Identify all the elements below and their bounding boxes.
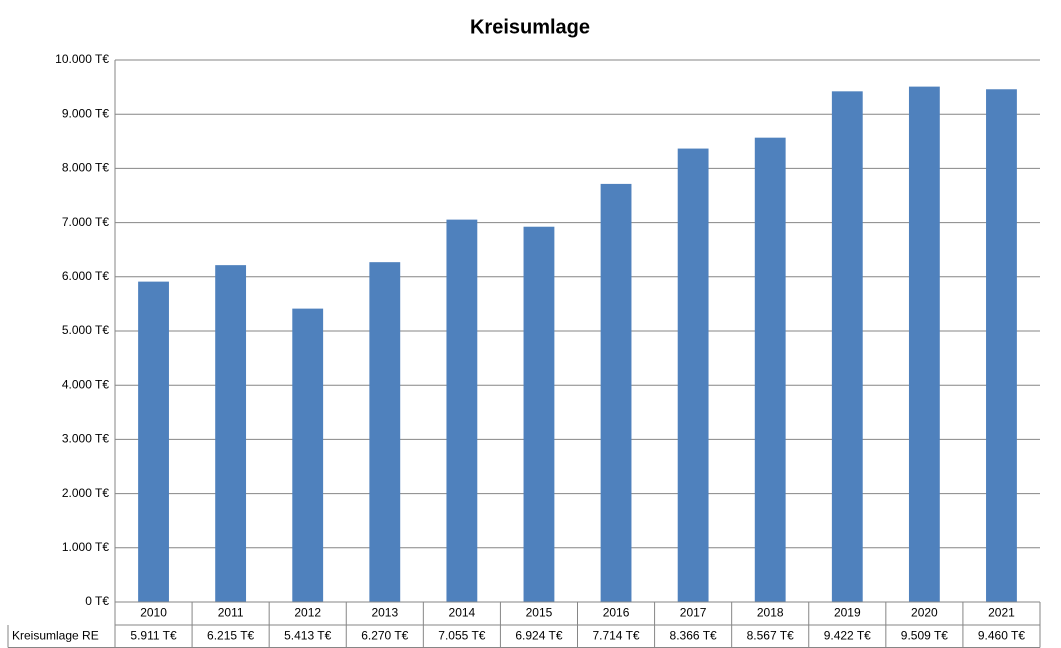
bar — [831, 91, 863, 602]
x-tick-label: 2011 — [218, 606, 244, 620]
y-tick-label: 5.000 T€ — [62, 323, 109, 337]
data-label: 8.366 T€ — [670, 629, 717, 643]
data-label: 5.413 T€ — [284, 629, 331, 643]
data-label: 6.270 T€ — [361, 629, 408, 643]
data-label: 7.714 T€ — [592, 629, 639, 643]
y-tick-label: 6.000 T€ — [62, 269, 109, 283]
data-label: 9.422 T€ — [824, 629, 871, 643]
x-tick-label: 2010 — [140, 606, 167, 620]
x-tick-label: 2012 — [294, 606, 321, 620]
x-tick-label: 2019 — [834, 606, 861, 620]
y-tick-label: 4.000 T€ — [62, 377, 109, 391]
y-tick-label: 2.000 T€ — [62, 486, 109, 500]
x-tick-label: 2017 — [680, 606, 707, 620]
data-label: 9.509 T€ — [901, 629, 948, 643]
y-tick-label: 10.000 T€ — [55, 52, 109, 66]
x-tick-label: 2020 — [911, 606, 938, 620]
data-label: 9.460 T€ — [978, 629, 1025, 643]
y-tick-label: 3.000 T€ — [62, 432, 109, 446]
x-tick-label: 2013 — [371, 606, 398, 620]
bar — [369, 262, 401, 602]
bar — [138, 281, 169, 602]
legend-label: Kreisumlage RE — [12, 629, 99, 643]
y-tick-label: 1.000 T€ — [62, 540, 109, 554]
y-tick-label: 8.000 T€ — [62, 161, 109, 175]
x-tick-label: 2016 — [603, 606, 630, 620]
bar — [446, 219, 478, 602]
data-label: 7.055 T€ — [438, 629, 485, 643]
data-label: 6.215 T€ — [207, 629, 254, 643]
data-label: 5.911 T€ — [130, 629, 177, 643]
chart-title: Kreisumlage — [470, 16, 590, 38]
x-tick-label: 2015 — [526, 606, 553, 620]
y-tick-label: 7.000 T€ — [62, 215, 109, 229]
x-tick-label: 2014 — [449, 606, 476, 620]
bar — [292, 308, 324, 602]
y-tick-label: 9.000 T€ — [62, 106, 109, 120]
y-tick-label: 0 T€ — [85, 594, 109, 608]
bar — [677, 148, 709, 602]
x-tick-label: 2021 — [988, 606, 1015, 620]
bar — [523, 226, 555, 603]
bar — [908, 86, 940, 603]
data-label: 8.567 T€ — [747, 629, 794, 643]
bar — [754, 137, 786, 603]
bar — [215, 265, 247, 602]
bar — [986, 89, 1017, 602]
x-tick-label: 2018 — [757, 606, 784, 620]
bar — [600, 183, 632, 603]
data-label: 6.924 T€ — [515, 629, 562, 643]
